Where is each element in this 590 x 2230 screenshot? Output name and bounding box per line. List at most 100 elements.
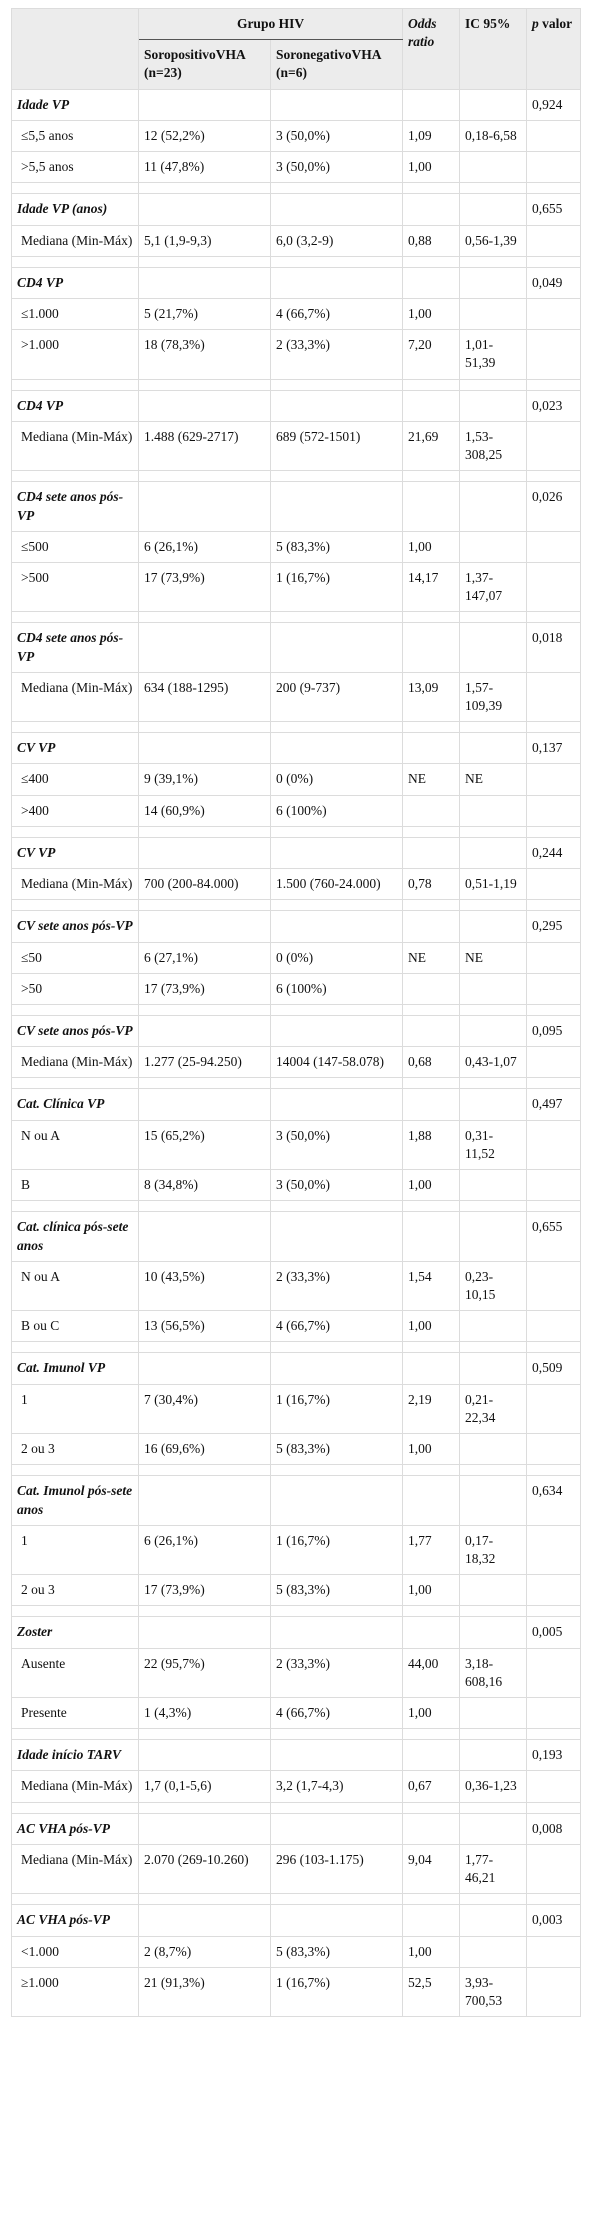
- spacer-cell: [402, 1200, 461, 1213]
- header-cell: [11, 8, 139, 90]
- spacer-cell: [138, 1605, 271, 1618]
- empty-cell: [526, 119, 582, 153]
- group-row: CV sete anos pós-VP 0,095: [11, 1014, 582, 1048]
- spacer-cell: [11, 470, 139, 483]
- row-label: Presente: [11, 1697, 139, 1730]
- ci-cell: NE: [459, 941, 528, 974]
- empty-cell: [459, 1211, 528, 1262]
- spacer-cell: [269, 378, 404, 391]
- empty-cell: [269, 389, 404, 422]
- empty-cell: [459, 1014, 528, 1048]
- empty-cell: [269, 193, 404, 226]
- data-row: 2 ou 3 16 (69,6%) 5 (83,3%) 1,00: [11, 1433, 582, 1466]
- spacer-cell: [269, 825, 404, 838]
- spacer-cell: [11, 1464, 139, 1477]
- empty-cell: [526, 763, 582, 796]
- pos-cell: 6 (27,1%): [138, 941, 271, 974]
- neg-cell: 14004 (147-58.078): [269, 1046, 404, 1079]
- empty-cell: [138, 836, 271, 870]
- pos-cell: 22 (95,7%): [138, 1647, 271, 1699]
- spacer-row: [11, 1605, 582, 1618]
- group-row: Cat. Imunol VP 0,509: [11, 1352, 582, 1385]
- empty-cell: [526, 561, 582, 613]
- ci-cell: 0,43-1,07: [459, 1046, 528, 1079]
- empty-cell: [402, 1014, 461, 1048]
- spacer-cell: [402, 1341, 461, 1354]
- empty-cell: [402, 193, 461, 226]
- pos-cell: 8 (34,8%): [138, 1169, 271, 1202]
- empty-cell: [269, 88, 404, 121]
- pos-cell: 1.277 (25-94.250): [138, 1046, 271, 1079]
- empty-cell: [526, 530, 582, 563]
- group-row: CV sete anos pós-VP 0,295: [11, 910, 582, 943]
- data-row: >1.000 18 (78,3%) 2 (33,3%) 7,20 1,01-51,39: [11, 329, 582, 380]
- spacer-cell: [402, 721, 461, 734]
- empty-cell: [402, 389, 461, 422]
- odds-cell: 1,00: [402, 297, 461, 331]
- spacer-cell: [138, 1077, 271, 1090]
- neg-cell: 6 (100%): [269, 972, 404, 1006]
- neg-cell: 4 (66,7%): [269, 297, 404, 331]
- data-row: >500 17 (73,9%) 1 (16,7%) 14,17 1,37-147,07: [11, 561, 582, 613]
- data-row: 2 ou 3 17 (73,9%) 5 (83,3%) 1,00: [11, 1574, 582, 1607]
- spacer-cell: [11, 1004, 139, 1016]
- group-title: AC VHA pós-VP: [11, 1812, 139, 1845]
- empty-cell: [269, 1904, 404, 1937]
- empty-cell: [526, 224, 582, 257]
- neg-n: (n=6): [276, 65, 307, 81]
- spacer-cell: [269, 899, 404, 912]
- empty-cell: [526, 420, 582, 472]
- odds-cell: 52,5: [402, 1966, 461, 2018]
- ci-cell: [459, 297, 528, 331]
- group-row: Cat. Clínica VP 0,497: [11, 1088, 582, 1121]
- spacer-cell: [269, 1464, 404, 1477]
- p-value: 0,244: [526, 836, 582, 870]
- spacer-row: [11, 1341, 582, 1354]
- odds-cell: 7,20: [402, 329, 461, 380]
- spacer-cell: [138, 470, 271, 483]
- empty-cell: [402, 1812, 461, 1845]
- empty-cell: [459, 1352, 528, 1385]
- odds-cell: NE: [402, 763, 461, 796]
- spacer-cell: [11, 182, 139, 195]
- spacer-cell: [269, 255, 404, 268]
- p-value: 0,655: [526, 1211, 582, 1262]
- pos-cell: 9 (39,1%): [138, 763, 271, 796]
- empty-cell: [526, 1119, 582, 1171]
- p-value: 0,634: [526, 1475, 582, 1526]
- group-row: Idade VP 0,924: [11, 88, 582, 121]
- spacer-cell: [526, 1893, 582, 1906]
- spacer-row: [11, 1200, 582, 1213]
- spacer-cell: [526, 1801, 582, 1814]
- empty-cell: [526, 868, 582, 901]
- spacer-cell: [402, 899, 461, 912]
- empty-cell: [526, 1046, 582, 1079]
- row-label: N ou A: [11, 1260, 139, 1312]
- group-row: CV VP 0,244: [11, 836, 582, 870]
- odds-cell: 14,17: [402, 561, 461, 613]
- ci-cell: 1,53-308,25: [459, 420, 528, 472]
- spacer-cell: [526, 825, 582, 838]
- spacer-row: [11, 255, 582, 268]
- data-row: B ou C 13 (56,5%) 4 (66,7%) 1,00: [11, 1310, 582, 1343]
- empty-cell: [459, 389, 528, 422]
- row-label: >500: [11, 561, 139, 613]
- odds-cell: [402, 794, 461, 827]
- empty-cell: [402, 910, 461, 943]
- ci-header: IC 95%: [459, 8, 528, 90]
- spacer-cell: [526, 899, 582, 912]
- group-row: CD4 VP 0,049: [11, 266, 582, 299]
- spacer-row: [11, 1801, 582, 1814]
- group-title: CV VP: [11, 732, 139, 765]
- spacer-cell: [11, 1341, 139, 1354]
- pos-n: (n=23): [144, 65, 182, 81]
- pos-cell: 5 (21,7%): [138, 297, 271, 331]
- p-value: 0,924: [526, 88, 582, 121]
- spacer-cell: [138, 1801, 271, 1814]
- spacer-cell: [269, 1200, 404, 1213]
- spacer-cell: [11, 1077, 139, 1090]
- spacer-cell: [402, 182, 461, 195]
- spacer-cell: [269, 182, 404, 195]
- spacer-cell: [526, 1077, 582, 1090]
- empty-cell: [459, 193, 528, 226]
